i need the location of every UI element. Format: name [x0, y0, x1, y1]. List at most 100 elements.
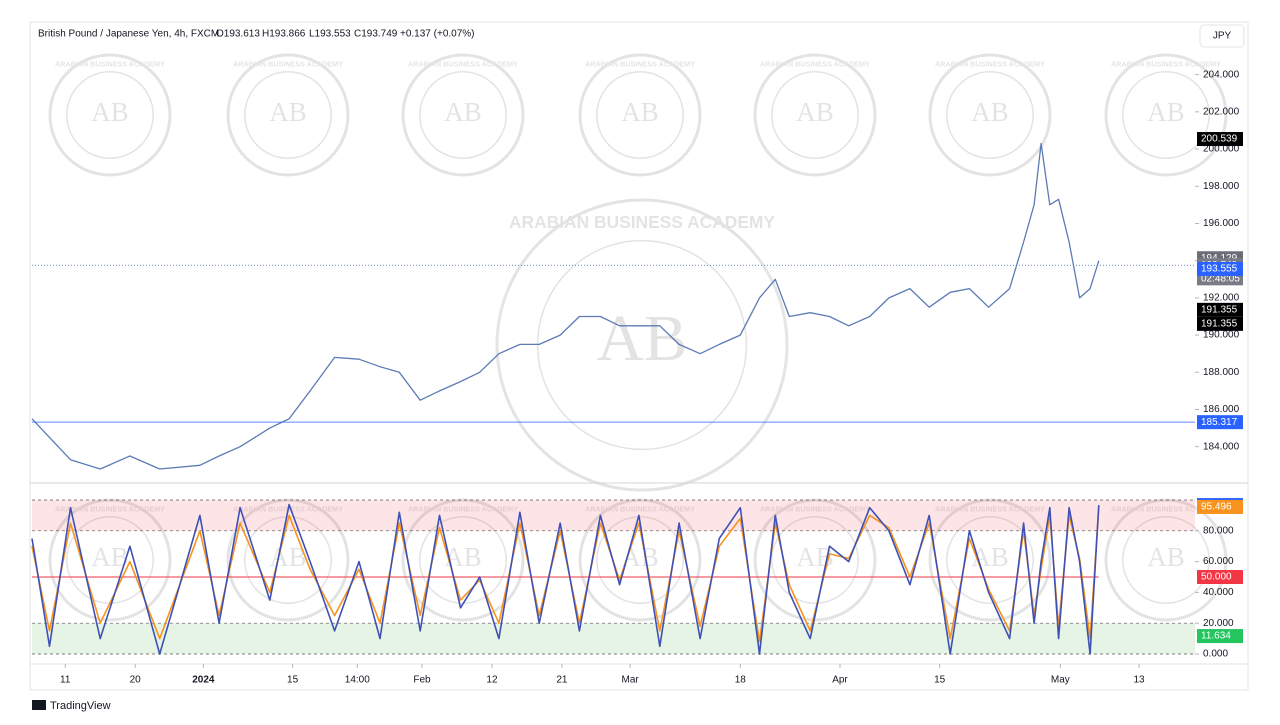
x-tick-label: 18	[735, 675, 747, 686]
tv-logo	[32, 700, 46, 710]
y-tick-label: 184.000	[1203, 441, 1240, 452]
symbol: British Pound / Japanese Yen, 4h, FXCM	[38, 29, 219, 40]
watermark-logo: AB	[269, 97, 307, 127]
x-tick-label: 2024	[192, 675, 215, 686]
price-badge-label: 193.555	[1201, 264, 1238, 275]
plot: 184.000186.000188.000190.000192.000194.0…	[30, 69, 1248, 686]
ohlc-low: L193.553	[309, 29, 351, 40]
chart-frame	[29, 21, 1249, 691]
watermark-ring	[1104, 53, 1228, 177]
watermark-ring	[928, 498, 1052, 622]
watermark-name: ARABIAN BUSINESS ACADEMY	[760, 505, 870, 514]
x-tick-label: 15	[934, 675, 946, 686]
ohlc-change: +0.137 (+0.07%)	[400, 29, 475, 40]
watermark-ring	[48, 53, 172, 177]
watermark-ring	[596, 71, 684, 159]
ohlc-close: C193.749	[354, 29, 398, 40]
y-tick-label: 190.000	[1203, 330, 1240, 341]
price-badge-label: 185.317	[1201, 417, 1238, 428]
y-tick-label: 198.000	[1203, 181, 1240, 192]
x-tick-label: 14:00	[345, 675, 370, 686]
watermark-ring	[771, 71, 859, 159]
price-badge-label: 11.634	[1201, 631, 1231, 642]
watermark-name: ARABIAN BUSINESS ACADEMY	[935, 60, 1045, 69]
price-badge-label: 191.355	[1201, 318, 1238, 329]
watermark-ring	[226, 498, 350, 622]
x-tick-label: 12	[486, 675, 498, 686]
watermark-logo: AB	[971, 97, 1009, 127]
currency-button[interactable]	[1199, 24, 1245, 48]
x-tick-label: Feb	[413, 675, 431, 686]
x-tick-label: Mar	[621, 675, 639, 686]
price-badge	[1197, 261, 1243, 276]
watermark-ring	[928, 53, 1052, 177]
watermark-ring	[495, 198, 789, 492]
x-tick-label: Apr	[832, 675, 848, 686]
watermarks: AB ARABIAN BUSINESS ACADEMY AB ARABIAN BUSI…	[48, 53, 1228, 622]
zone	[32, 500, 1195, 531]
watermark-name: ARABIAN BUSINESS ACADEMY	[760, 60, 870, 69]
watermark-name: ARABIAN BUSINESS ACADEMY	[1111, 505, 1221, 514]
watermark-ring	[946, 71, 1034, 159]
watermark-logo: AB	[91, 97, 129, 127]
x-tick-label: May	[1051, 675, 1070, 686]
watermark-name: ARABIAN BUSINESS ACADEMY	[233, 60, 343, 69]
y-tick-label: 196.000	[1203, 218, 1240, 229]
x-tick-label: 20	[130, 675, 142, 686]
watermark-name: ARABIAN BUSINESS ACADEMY	[1111, 60, 1221, 69]
watermark-ring	[771, 516, 859, 604]
price-badge	[1197, 302, 1243, 317]
ohlc-high: H193.866	[262, 29, 306, 40]
watermark-logo: AB	[597, 303, 688, 375]
watermark-logo: AB	[444, 542, 482, 572]
price-badge-label: 191.355	[1201, 304, 1238, 315]
watermark-name: ARABIAN BUSINESS ACADEMY	[55, 60, 165, 69]
y-tick-label: 0.000	[1203, 649, 1228, 660]
watermark-logo: AB	[621, 97, 659, 127]
series-line	[31, 142, 1100, 470]
y-tick-label: 60.000	[1203, 556, 1234, 567]
currency-label[interactable]: JPY	[1213, 31, 1232, 42]
watermark-ring	[946, 516, 1034, 604]
y-tick-label: 202.000	[1203, 106, 1240, 117]
price-badge	[1197, 570, 1243, 585]
price-badge-label: 200.539	[1201, 134, 1238, 145]
watermark-ring	[578, 53, 702, 177]
watermark-name: ARABIAN BUSINESS ACADEMY	[585, 505, 695, 514]
watermark-ring	[244, 71, 332, 159]
watermark-logo: AB	[1147, 97, 1185, 127]
zone	[32, 623, 1195, 654]
watermark-ring	[596, 516, 684, 604]
x-tick-label: 21	[556, 675, 568, 686]
watermark-logo: AB	[1147, 542, 1185, 572]
price-badge	[1197, 132, 1243, 147]
watermark-ring	[401, 498, 525, 622]
ohlc-open: O193.613	[216, 29, 260, 40]
y-tick-label: 188.000	[1203, 367, 1240, 378]
price-badge	[1197, 629, 1243, 644]
watermark-ring	[1122, 71, 1210, 159]
x-tick-label: 15	[287, 675, 299, 686]
countdown-label: 02:48:05	[1201, 273, 1240, 284]
series-line	[31, 503, 1100, 655]
price-badge-label: 95.496	[1201, 502, 1232, 513]
x-tick-label: 11	[60, 675, 71, 686]
footer-brand: TradingView	[50, 700, 111, 712]
price-badge	[1197, 499, 1243, 514]
y-tick-label: 20.000	[1203, 618, 1234, 629]
watermark-ring	[226, 53, 350, 177]
watermark-ring	[1122, 516, 1210, 604]
watermark-logo: AB	[444, 97, 482, 127]
y-tick-label: 186.000	[1203, 404, 1240, 415]
watermark-name: ARABIAN BUSINESS ACADEMY	[55, 505, 165, 514]
price-badge	[1197, 316, 1243, 331]
price-badge	[1197, 415, 1243, 430]
y-tick-label: 80.000	[1203, 525, 1234, 536]
watermark-logo: AB	[796, 97, 834, 127]
y-tick-label: 40.000	[1203, 587, 1234, 598]
watermark-ring	[753, 53, 877, 177]
watermark-ring	[66, 71, 154, 159]
watermark-ring	[401, 53, 525, 177]
y-tick-label: 192.000	[1203, 292, 1240, 303]
